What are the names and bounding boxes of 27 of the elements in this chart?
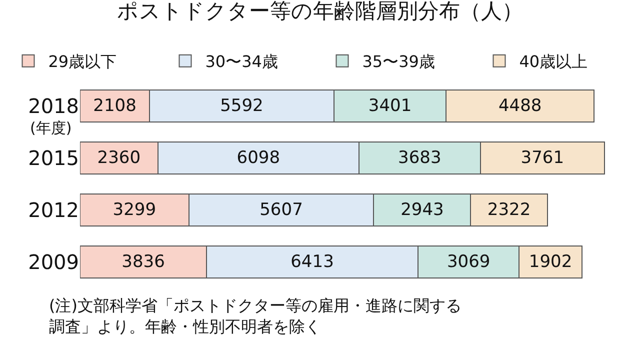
chart-title: ポストドクター等の年齢階層別分布（人） — [117, 0, 523, 24]
data-label: 3836 — [122, 252, 165, 272]
data-label: 3069 — [446, 252, 490, 272]
text: (注)文部科学省「ポストドクター等の雇用・進路に関する調査」より。年齢・性別不明者を除く — [49, 296, 462, 336]
y-tick-label: 2012 — [28, 198, 79, 222]
y-tick-label: 2015 — [28, 146, 79, 170]
legend-label: 29歳以下 — [48, 52, 117, 72]
data-label: 6413 — [290, 252, 334, 272]
data-label: 1902 — [528, 252, 572, 272]
legend-label: 35〜39歳 — [362, 52, 435, 72]
data-label: 2322 — [487, 200, 531, 220]
legend-label: 40歳以上 — [519, 52, 588, 72]
data-label: 3761 — [520, 148, 564, 168]
data-label: 3401 — [368, 96, 412, 116]
y-tick-label: 2009 — [28, 250, 79, 274]
data-label: 6098 — [236, 148, 280, 168]
data-label: 5592 — [220, 96, 264, 116]
data-label: 2108 — [93, 96, 136, 116]
data-label: 2360 — [97, 148, 141, 168]
y-tick-label: 2018 — [28, 94, 79, 118]
data-label: 3299 — [112, 200, 156, 220]
data-label: 4488 — [498, 96, 542, 116]
data-label: 3683 — [398, 148, 442, 168]
text: (年度) — [30, 119, 72, 137]
data-label: 2943 — [400, 200, 444, 220]
legend-label: 30〜34歳 — [205, 52, 278, 72]
data-label: 5607 — [260, 200, 303, 220]
